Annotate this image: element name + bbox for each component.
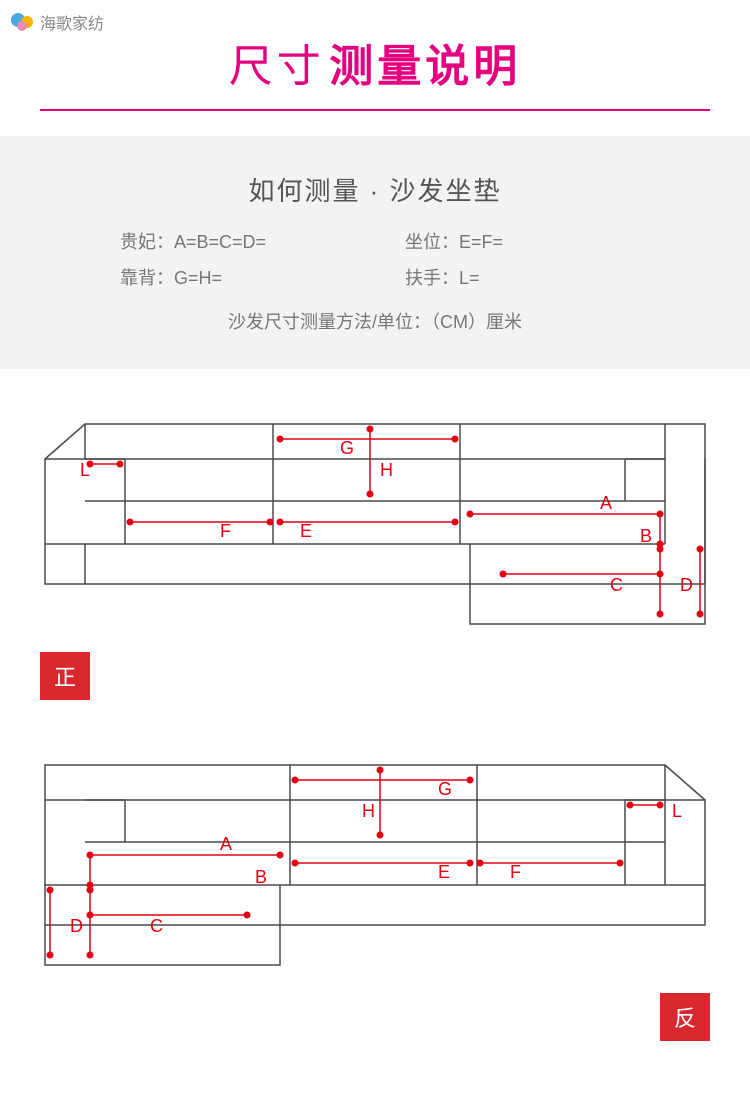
- title-underline: [40, 109, 710, 111]
- diagram-back-block: G H E F L A B C D 反: [0, 735, 750, 1041]
- info-cell: 靠背：G=H=: [120, 264, 345, 290]
- page-root: 海歌家纺 尺寸 测量说明 如何测量 · 沙发坐垫 贵妃：A=B=C=D= 坐位：…: [0, 0, 750, 1106]
- info-heading: 如何测量 · 沙发坐垫: [80, 171, 670, 208]
- svg-text:F: F: [220, 521, 231, 541]
- svg-text:L: L: [80, 460, 90, 480]
- svg-text:L: L: [672, 801, 682, 821]
- svg-text:F: F: [510, 862, 521, 882]
- info-cell: 贵妃：A=B=C=D=: [120, 228, 345, 254]
- page-title: 尺寸 测量说明: [0, 0, 750, 109]
- info-band: 如何测量 · 沙发坐垫 贵妃：A=B=C=D= 坐位：E=F= 靠背：G=H= …: [0, 136, 750, 369]
- brand-watermark: 海歌家纺: [10, 10, 104, 34]
- badge-back: 反: [660, 993, 710, 1041]
- svg-text:G: G: [340, 438, 354, 458]
- svg-text:D: D: [70, 916, 83, 936]
- title-bold: 测量说明: [329, 42, 521, 91]
- svg-text:H: H: [380, 460, 393, 480]
- svg-text:E: E: [300, 521, 312, 541]
- diagram-back: G H E F L A B C D: [40, 735, 710, 985]
- svg-text:A: A: [600, 493, 612, 513]
- title-thin: 尺寸: [229, 42, 325, 91]
- info-unit-line: 沙发尺寸测量方法/单位：（CM）厘米: [80, 308, 670, 334]
- svg-text:B: B: [640, 526, 652, 546]
- svg-text:H: H: [362, 801, 375, 821]
- info-grid: 贵妃：A=B=C=D= 坐位：E=F= 靠背：G=H= 扶手：L=: [80, 228, 670, 290]
- svg-text:E: E: [438, 862, 450, 882]
- brand-watermark-text: 海歌家纺: [40, 10, 104, 34]
- info-cell: 坐位：E=F=: [405, 228, 630, 254]
- diagram-front-block: G H F E L A B C D 正: [0, 394, 750, 700]
- svg-text:A: A: [220, 834, 232, 854]
- svg-text:C: C: [610, 575, 623, 595]
- svg-text:G: G: [438, 779, 452, 799]
- svg-text:D: D: [680, 575, 693, 595]
- svg-text:B: B: [255, 867, 267, 887]
- info-cell: 扶手：L=: [405, 264, 630, 290]
- badge-front: 正: [40, 652, 90, 700]
- svg-text:C: C: [150, 916, 163, 936]
- diagram-front: G H F E L A B C D: [40, 394, 710, 644]
- brand-logo-icon: [10, 12, 36, 32]
